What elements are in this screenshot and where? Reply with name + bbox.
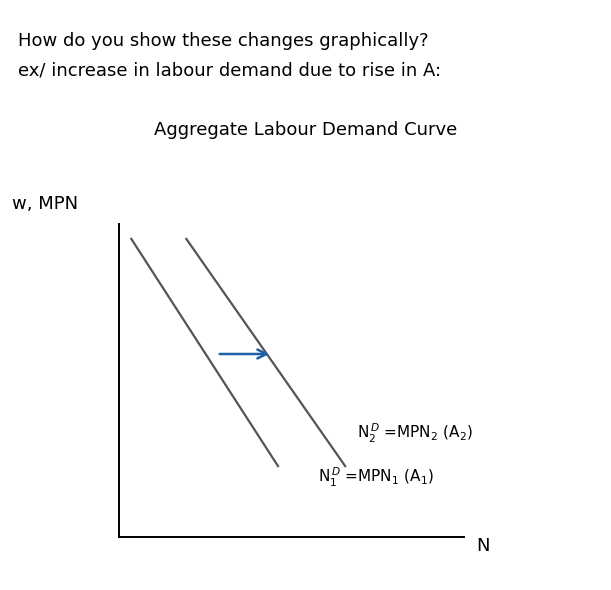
Text: w, MPN: w, MPN bbox=[12, 195, 78, 212]
Text: N$_1^{\,D}$ =MPN$_1$ (A$_1$): N$_1^{\,D}$ =MPN$_1$ (A$_1$) bbox=[318, 466, 434, 489]
Text: How do you show these changes graphically?: How do you show these changes graphicall… bbox=[18, 32, 429, 51]
Text: ex/ increase in labour demand due to rise in A:: ex/ increase in labour demand due to ris… bbox=[18, 62, 442, 80]
Text: Aggregate Labour Demand Curve: Aggregate Labour Demand Curve bbox=[154, 121, 457, 139]
Text: N$_2^{\,D}$ =MPN$_2$ (A$_2$): N$_2^{\,D}$ =MPN$_2$ (A$_2$) bbox=[357, 422, 474, 445]
Text: N: N bbox=[476, 537, 489, 555]
